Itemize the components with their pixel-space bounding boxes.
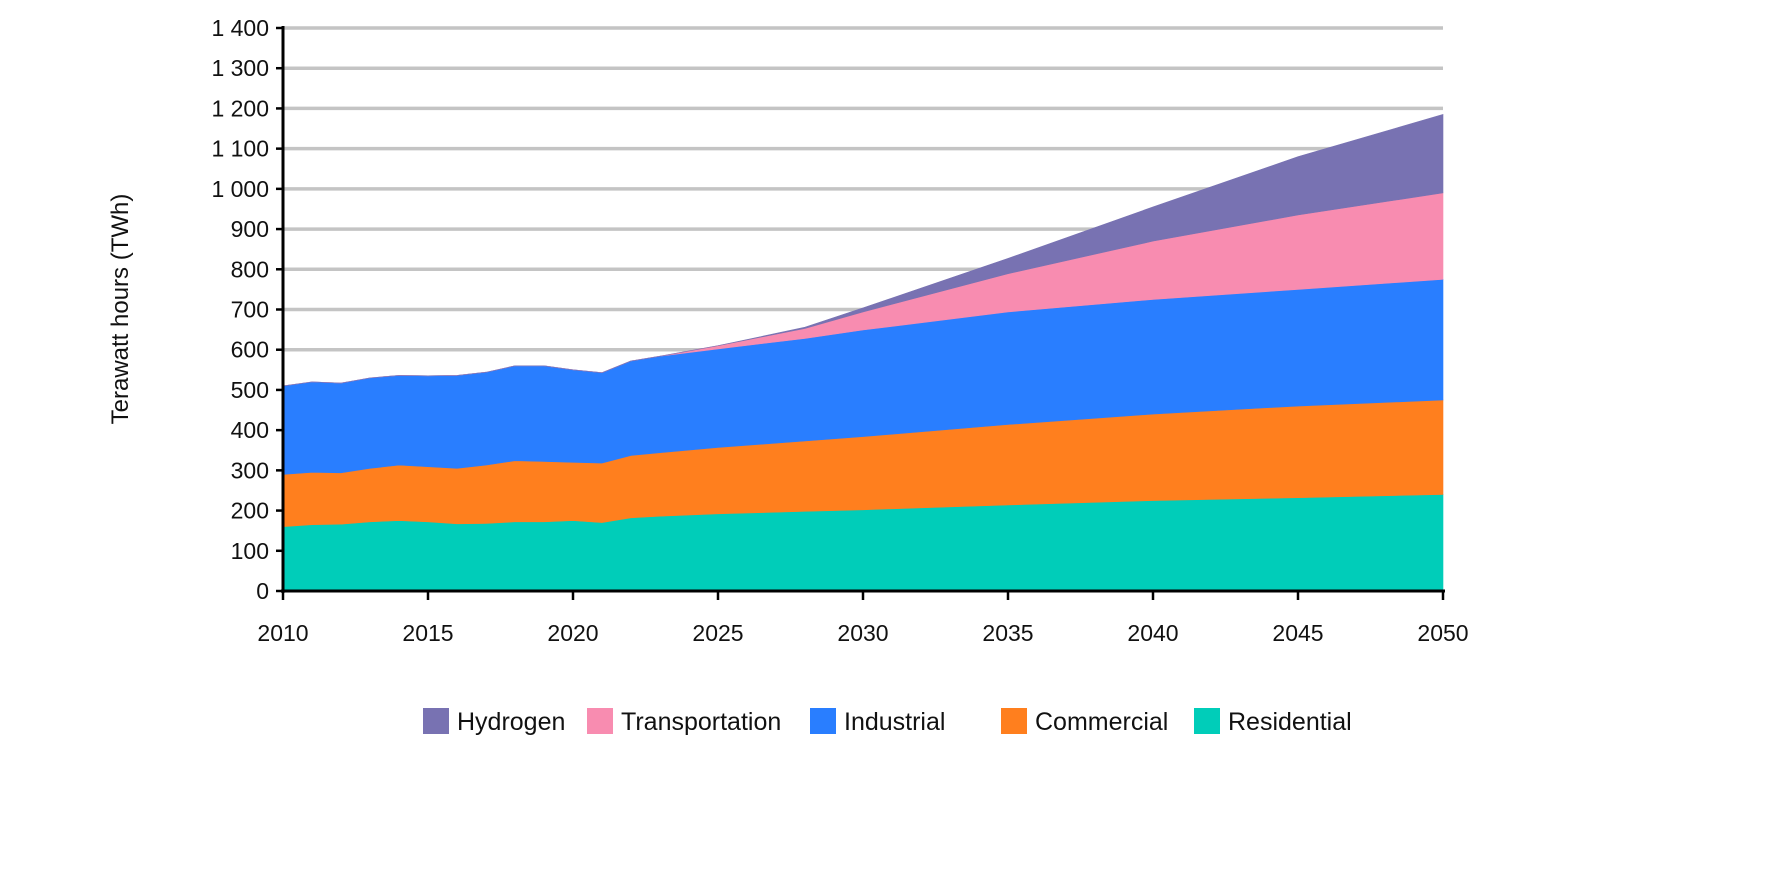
legend-item-residential: Residential (1194, 708, 1352, 736)
y-tick-label: 300 (231, 457, 269, 483)
x-tick-label: 2010 (257, 620, 308, 646)
x-tick-label: 2025 (692, 620, 743, 646)
legend-swatch-transportation (587, 708, 613, 734)
y-tick-label: 500 (231, 377, 269, 403)
legend-swatch-commercial (1001, 708, 1027, 734)
legend: Hydrogen Transportation Industrial Commerci… (423, 708, 1352, 736)
legend-item-transportation: Transportation (587, 708, 781, 736)
legend-label-industrial: Industrial (844, 708, 945, 736)
legend-swatch-hydrogen (423, 708, 449, 734)
legend-swatch-residential (1194, 708, 1220, 734)
axes (276, 26, 1445, 600)
y-tick-label: 200 (231, 498, 269, 524)
x-tick-label: 2040 (1127, 620, 1178, 646)
legend-label-residential: Residential (1228, 708, 1352, 736)
y-tick-label: 600 (231, 337, 269, 363)
legend-item-commercial: Commercial (1001, 708, 1168, 736)
x-tick-label: 2045 (1272, 620, 1323, 646)
x-tick-labels: 2010 2015 2020 2025 2030 2035 2040 2045 2050 (257, 620, 1468, 646)
y-tick-label: 900 (231, 216, 269, 242)
y-tick-label: 1 400 (211, 15, 269, 41)
y-tick-label: 1 100 (211, 136, 269, 162)
area-hydrogen (282, 114, 1444, 387)
y-tick-label: 800 (231, 256, 269, 282)
y-tick-label: 1 200 (211, 95, 269, 121)
y-tick-label: 0 (256, 578, 269, 604)
legend-label-hydrogen: Hydrogen (457, 708, 565, 736)
legend-item-hydrogen: Hydrogen (423, 708, 565, 736)
x-tick-label: 2035 (982, 620, 1033, 646)
y-tick-label: 700 (231, 297, 269, 323)
x-tick-label: 2015 (402, 620, 453, 646)
y-tick-label: 1 300 (211, 55, 269, 81)
y-tick-label: 400 (231, 417, 269, 443)
x-tick-label: 2030 (837, 620, 888, 646)
y-axis-title: Terawatt hours (TWh) (107, 194, 134, 425)
x-tick-label: 2050 (1417, 620, 1468, 646)
legend-swatch-industrial (810, 708, 836, 734)
y-tick-label: 100 (231, 538, 269, 564)
y-tick-labels: 0 100 200 300 400 500 600 700 800 900 1 000 1 100 1 … (211, 15, 269, 604)
legend-label-commercial: Commercial (1035, 708, 1168, 736)
x-tick-label: 2020 (547, 620, 598, 646)
legend-item-industrial: Industrial (810, 708, 945, 736)
area-series (282, 114, 1444, 592)
legend-label-transportation: Transportation (621, 708, 781, 736)
y-tick-label: 1 000 (211, 176, 269, 202)
